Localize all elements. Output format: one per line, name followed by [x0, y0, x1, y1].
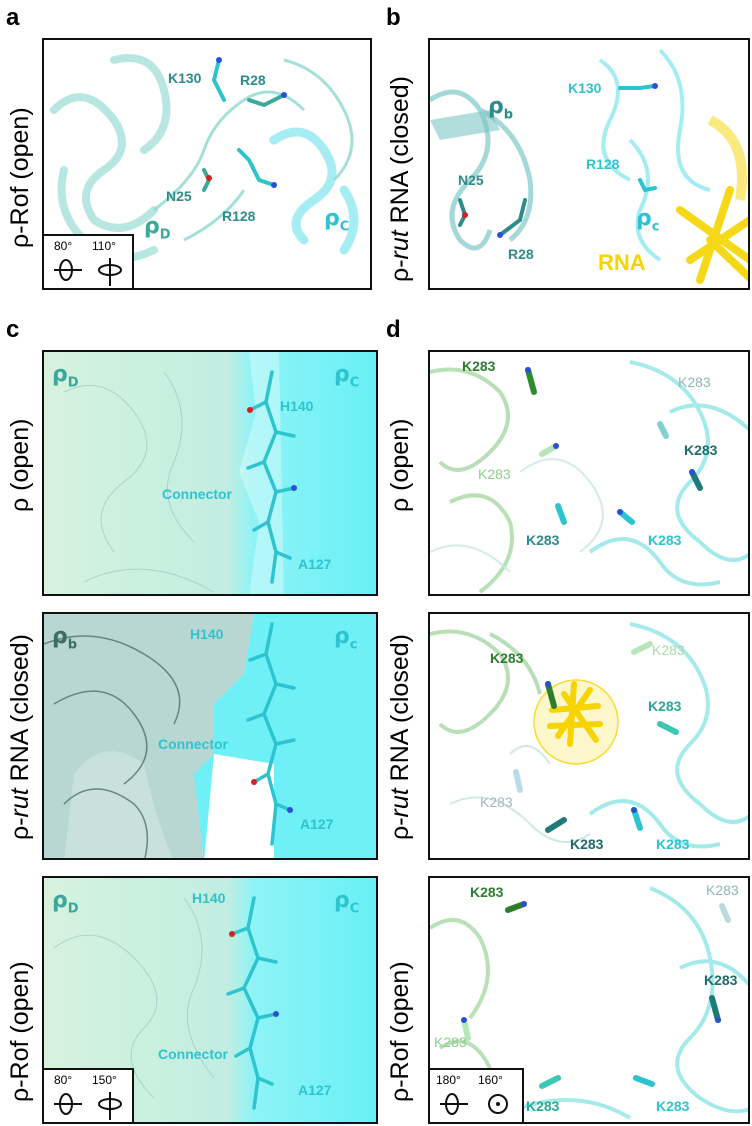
residue-label-k283: K283 — [480, 794, 513, 810]
residue-label-k283: K283 — [684, 442, 718, 458]
residue-label-k283: K283 — [462, 358, 496, 374]
panel-c-top-surface: ρD ρC H140 Connector A127 — [42, 350, 378, 596]
chain-label-rho-b: ρb — [488, 94, 514, 123]
rotation-axes-icon — [54, 258, 122, 286]
residue-label-k283: K283 — [648, 698, 682, 714]
row-label-c-middle: ρ-rut RNA (closed) — [6, 634, 34, 840]
row-label-c-top: ρ (open) — [6, 418, 34, 512]
rotation-axes-icon — [440, 1093, 508, 1115]
panel-b-structure: ρb K130 N25 R28 R128 ρc RNA — [428, 38, 750, 290]
residue-label-k283: K283 — [652, 642, 685, 658]
panel-letter-c: c — [6, 316, 20, 343]
residue-label-k283: K283 — [678, 374, 711, 390]
chain-label-rho-c: ρC — [324, 206, 350, 235]
panel-b-ribbon-image — [430, 40, 748, 288]
residue-label-h140: H140 — [190, 626, 224, 642]
chain-label-rho-c: ρC — [334, 362, 360, 391]
row-label-b: ρ-rut RNA (closed) — [386, 76, 414, 282]
connector-label: Connector — [158, 736, 228, 752]
panel-letter-b: b — [386, 4, 401, 31]
chain-label-rho-c: ρc — [636, 206, 660, 235]
row-label-c-bottom: ρ-Rof (open) — [6, 961, 34, 1102]
residue-label-r28: R28 — [240, 72, 266, 88]
chain-label-rho-b: ρb — [52, 624, 78, 653]
panel-c-middle-surface: ρb ρc H140 Connector A127 — [42, 612, 378, 860]
panel-d-middle-ribbon: K283 K283 K283 K283 K283 K283 — [428, 612, 750, 860]
residue-label-a127: A127 — [298, 1082, 332, 1098]
connector-label: Connector — [162, 486, 232, 502]
residue-label-k283: K283 — [490, 650, 524, 666]
residue-label-a127: A127 — [300, 816, 334, 832]
panel-letter-d: d — [386, 316, 401, 343]
residue-label-n25: N25 — [166, 188, 192, 204]
panel-c-bottom-surface: ρD ρC H140 Connector A127 80° 150° — [42, 876, 378, 1124]
residue-label-k130: K130 — [568, 80, 602, 96]
residue-label-n25: N25 — [458, 172, 484, 188]
row-label-d-bottom: ρ-Rof (open) — [386, 961, 414, 1102]
rna-label: RNA — [598, 250, 646, 275]
residue-label-r128: R128 — [222, 208, 256, 224]
residue-label-k283: K283 — [570, 836, 604, 852]
residue-label-k283: K283 — [526, 532, 560, 548]
residue-label-k283: K283 — [526, 1098, 560, 1114]
rotation-indicator: 80° 110° — [44, 234, 134, 288]
chain-label-rho-d: ρD — [144, 214, 171, 243]
panel-d-top-ribbon-image — [430, 352, 748, 594]
connector-label: Connector — [158, 1046, 228, 1062]
chain-label-rho-c: ρC — [334, 888, 360, 917]
residue-label-r128: R128 — [586, 156, 620, 172]
residue-label-k130: K130 — [168, 70, 202, 86]
residue-label-k283: K283 — [656, 836, 690, 852]
chain-label-rho-d: ρD — [52, 362, 79, 391]
panel-d-top-ribbon: K283 K283 K283 K283 K283 K283 — [428, 350, 750, 596]
residue-label-k283: K283 — [434, 1034, 467, 1050]
residue-label-h140: H140 — [280, 398, 314, 414]
panel-d-bottom-ribbon: K283 K283 K283 K283 K283 K283 180° 160° — [428, 876, 750, 1124]
residue-label-r28: R28 — [508, 246, 534, 262]
chain-label-rho-d: ρD — [52, 888, 79, 917]
panel-letter-a: a — [6, 4, 20, 31]
row-label-d-middle: ρ-rut RNA (closed) — [386, 634, 414, 840]
residue-label-k283: K283 — [648, 532, 682, 548]
rotation-axes-icon — [54, 1092, 122, 1120]
panel-c-middle-surface-image — [44, 614, 376, 858]
residue-label-k283: K283 — [470, 884, 504, 900]
residue-label-a127: A127 — [298, 556, 332, 572]
rotation-indicator: 80° 150° — [44, 1068, 134, 1122]
row-label-a: ρ-Rof (open) — [6, 107, 34, 248]
chain-label-rho-c: ρc — [334, 624, 358, 653]
residue-label-k283: K283 — [478, 466, 511, 482]
rotation-indicator: 180° 160° — [430, 1068, 524, 1122]
row-label-d-top: ρ (open) — [386, 418, 414, 512]
residue-label-k283: K283 — [656, 1098, 690, 1114]
residue-label-k283: K283 — [704, 972, 738, 988]
panel-d-middle-ribbon-image — [430, 614, 748, 858]
residue-label-h140: H140 — [192, 890, 226, 906]
residue-label-k283: K283 — [706, 882, 739, 898]
panel-c-top-surface-image — [44, 352, 376, 594]
panel-a-structure: K130 R28 N25 R128 ρD ρC 80° 110° — [42, 38, 372, 290]
